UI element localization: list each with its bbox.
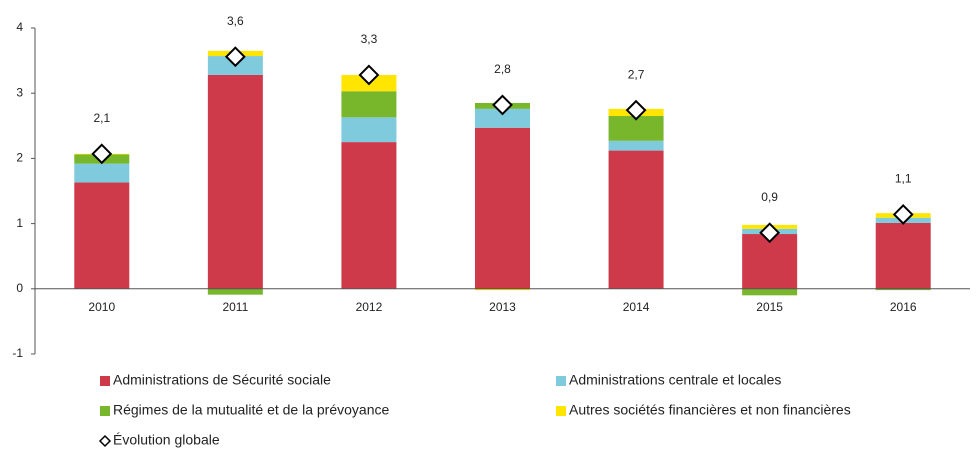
bar-segment xyxy=(341,117,397,143)
legend-swatch xyxy=(100,406,110,416)
bar-segment xyxy=(475,288,530,291)
bar-segment xyxy=(875,222,931,289)
overall-marker xyxy=(625,99,647,121)
y-tick-label: 0 xyxy=(16,281,23,295)
x-tick-label: 2010 xyxy=(88,300,115,314)
legend-label: Évolution globale xyxy=(113,432,220,448)
overall-marker xyxy=(224,46,246,68)
data-label: 0,9 xyxy=(761,190,778,204)
bar-segment xyxy=(207,74,263,289)
data-label: 3,6 xyxy=(227,14,244,28)
bar-segment xyxy=(742,234,798,289)
y-tick-label: -1 xyxy=(12,346,23,360)
bar-segment xyxy=(608,140,664,151)
overall-marker xyxy=(358,64,380,86)
data-label: 2,7 xyxy=(628,67,645,81)
y-tick-label: 4 xyxy=(16,20,23,34)
data-label: 1,1 xyxy=(895,172,912,186)
legend-label: Administrations de Sécurité sociale xyxy=(113,372,331,388)
legend-label: Administrations centrale et locales xyxy=(569,372,781,388)
legend-label: Autres sociétés financières et non finan… xyxy=(569,402,851,418)
bar-segment xyxy=(608,150,664,289)
bar-segment xyxy=(341,142,397,289)
x-tick-label: 2012 xyxy=(356,300,383,314)
overall-marker xyxy=(492,94,513,116)
x-tick-label: 2016 xyxy=(890,300,917,314)
overall-marker xyxy=(91,143,113,165)
overall-marker xyxy=(892,204,914,225)
overall-marker xyxy=(759,222,781,244)
data-label: 2,1 xyxy=(93,111,110,125)
data-label: 2,8 xyxy=(494,62,511,76)
legend-marker xyxy=(98,434,112,448)
y-tick-label: 2 xyxy=(16,151,23,165)
y-tick-label: 1 xyxy=(16,216,23,230)
bar-segment xyxy=(875,288,931,291)
bar-segment xyxy=(341,91,397,118)
bar-segment xyxy=(207,288,263,295)
x-tick-label: 2015 xyxy=(756,300,783,314)
x-tick-label: 2014 xyxy=(623,300,650,314)
legend-label: Régimes de la mutualité et de la prévoya… xyxy=(113,402,389,418)
bar-segment xyxy=(74,163,130,183)
legend-swatch xyxy=(100,376,110,386)
legend-swatch xyxy=(556,406,566,416)
bar-segment xyxy=(742,288,798,296)
data-label: 3,3 xyxy=(361,32,378,46)
bar-segment xyxy=(475,127,530,289)
legend-swatch xyxy=(556,376,566,386)
y-tick-label: 3 xyxy=(16,85,23,99)
x-tick-label: 2011 xyxy=(222,300,248,314)
bar-segment xyxy=(74,182,130,289)
bar-segment xyxy=(475,108,530,128)
x-tick-label: 2013 xyxy=(489,300,516,314)
